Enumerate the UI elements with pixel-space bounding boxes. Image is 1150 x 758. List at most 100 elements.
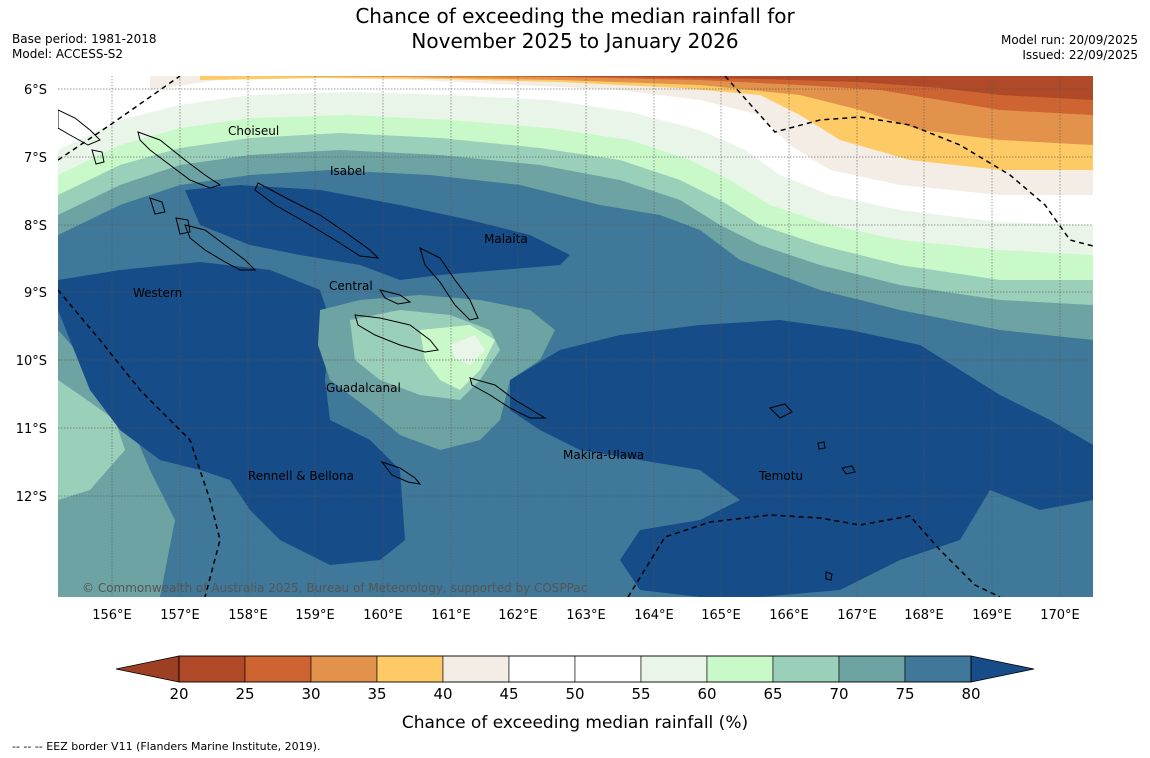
colorbar-swatch	[706, 655, 774, 683]
lon-label: 161°E	[431, 608, 471, 623]
band-55-60-central	[450, 335, 485, 365]
rainfall-map: Choiseul Isabel Malaita Western Central …	[58, 76, 1093, 597]
band-80-west	[58, 262, 405, 565]
colorbar-frame	[178, 655, 972, 683]
colorbar-swatch	[574, 655, 642, 683]
run-info: Model run: 20/09/2025 Issued: 22/09/2025	[1001, 33, 1138, 63]
colorbar-low-extension	[115, 655, 180, 683]
lon-label: 165°E	[701, 608, 741, 623]
colorbar-tick: 75	[895, 685, 914, 703]
lon-label: 160°E	[363, 608, 403, 623]
eez-footnote: -- -- -- EEZ border V11 (Flanders Marine…	[12, 740, 321, 753]
model-run-date: Model run: 20/09/2025	[1000, 33, 1138, 47]
label-choiseul: Choiseul	[228, 124, 279, 138]
colorbar-label: Chance of exceeding median rainfall (%)	[401, 713, 749, 733]
label-western: Western	[133, 286, 182, 300]
lat-label: 12°S	[16, 490, 47, 505]
colorbar-tick: 30	[301, 685, 320, 703]
rennell-island	[380, 461, 422, 485]
lon-label: 170°E	[1040, 608, 1080, 623]
band-65-70-west	[58, 380, 125, 500]
makira-island	[469, 377, 547, 419]
title-line-2: November 2025 to January 2026	[411, 29, 739, 53]
title-line-1: Chance of exceeding the median rainfall …	[355, 4, 795, 28]
label-malaita: Malaita	[484, 232, 528, 246]
base-period: Base period: 1981-2018	[12, 32, 157, 46]
tinakula-islet	[817, 441, 826, 450]
lon-label: 156°E	[92, 608, 132, 623]
isabel-island	[254, 182, 380, 259]
colorbar-swatches	[178, 655, 972, 683]
colorbar-swatch	[904, 655, 972, 683]
label-temotu: Temotu	[758, 469, 803, 483]
region-labels: Choiseul Isabel Malaita Western Central …	[133, 124, 803, 483]
longitude-labels: 156°E 157°E 158°E 159°E 160°E 161°E 162°…	[92, 608, 1080, 623]
label-makira-ulawa: Makira-Ulawa	[563, 448, 644, 462]
colorbar-swatch	[178, 655, 246, 683]
colorbar-swatch	[838, 655, 906, 683]
new-georgia-island	[184, 224, 257, 271]
lon-label: 163°E	[566, 608, 606, 623]
colorbar-swatch	[442, 655, 510, 683]
copyright-notice: © Commonwealth of Australia 2025, Bureau…	[82, 581, 587, 595]
issued-date: Issued: 22/09/2025	[1022, 48, 1138, 62]
vella-lavella-island	[149, 197, 166, 215]
colorbar-tick: 65	[763, 685, 782, 703]
label-central: Central	[329, 279, 373, 293]
coastlines	[58, 109, 856, 581]
lon-label: 162°E	[498, 608, 538, 623]
santa-cruz-island	[769, 403, 793, 419]
lat-label: 7°S	[24, 151, 47, 166]
colorbar-swatch	[640, 655, 708, 683]
latitude-labels: 6°S 7°S 8°S 9°S 10°S 11°S 12°S	[16, 83, 47, 505]
colorbar-tick: 40	[433, 685, 452, 703]
colorbar-swatch	[508, 655, 576, 683]
lat-label: 10°S	[16, 354, 47, 369]
lon-label: 164°E	[634, 608, 674, 623]
lat-label: 6°S	[24, 83, 47, 98]
temotu-islet	[841, 465, 856, 475]
model-name: Model: ACCESS-S2	[12, 47, 124, 61]
label-isabel: Isabel	[330, 164, 365, 178]
colorbar-tick: 80	[961, 685, 980, 703]
colorbar-tick: 50	[565, 685, 584, 703]
band-20-25	[500, 76, 1093, 100]
malaita-island	[419, 247, 479, 321]
colorbar-tick: 25	[235, 685, 254, 703]
graticule	[58, 76, 1093, 597]
colorbar-swatch	[310, 655, 378, 683]
southern-islet	[825, 571, 833, 581]
band-30-35	[260, 76, 1093, 145]
colorbar-tick: 45	[499, 685, 518, 703]
colorbar-tick: 60	[697, 685, 716, 703]
choiseul-island	[137, 131, 222, 189]
colorbar-swatch	[772, 655, 840, 683]
colorbar-swatch	[376, 655, 444, 683]
band-80-east	[510, 320, 1093, 597]
colorbar-tick: 35	[367, 685, 386, 703]
lon-label: 168°E	[904, 608, 944, 623]
lon-label: 159°E	[295, 608, 335, 623]
lon-label: 158°E	[228, 608, 268, 623]
map-title: Chance of exceeding the median rainfall …	[0, 4, 1150, 54]
guadalcanal-island	[354, 314, 439, 353]
bougainville-island	[58, 109, 101, 146]
lon-label: 167°E	[837, 608, 877, 623]
eez-border	[58, 76, 1093, 597]
colorbar-tick: 20	[169, 685, 188, 703]
colorbar-tick: 70	[829, 685, 848, 703]
lat-label: 8°S	[24, 219, 47, 234]
model-info: Base period: 1981-2018 Model: ACCESS-S2	[12, 32, 157, 62]
label-rennell-bellona: Rennell & Bellona	[248, 469, 354, 483]
lon-label: 169°E	[972, 608, 1012, 623]
lat-label: 9°S	[24, 286, 47, 301]
colorbar-ticks: 20 25 30 35 40 45 50 55 60 65 70 75 80	[169, 685, 980, 703]
lon-label: 166°E	[769, 608, 809, 623]
colorbar-high-extension	[970, 655, 1035, 683]
bougainville-islet	[91, 149, 105, 165]
colorbar-tick: 55	[631, 685, 650, 703]
lon-label: 157°E	[160, 608, 200, 623]
nggela-island	[378, 289, 412, 305]
label-guadalcanal: Guadalcanal	[326, 381, 401, 395]
